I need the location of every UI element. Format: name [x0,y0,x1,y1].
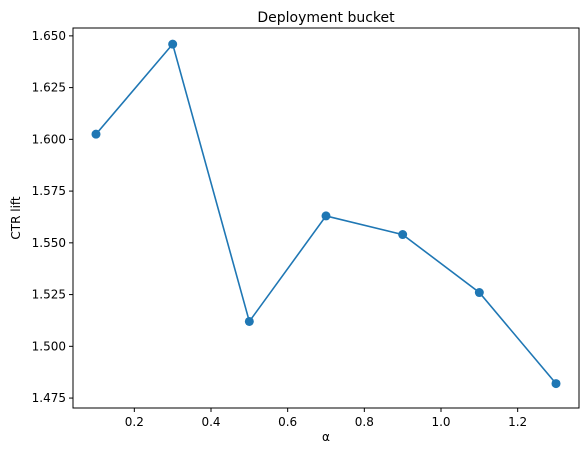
y-tick-label: 1.650 [32,29,66,43]
y-axis-label: CTR lift [9,196,23,240]
x-tick-label: 1.0 [431,415,450,429]
x-tick-label: 0.6 [278,415,297,429]
data-point [475,288,484,297]
x-tick-label: 1.2 [508,415,527,429]
plot-area: 0.2 0.4 0.6 0.8 1.0 1.2 1.4751.5001.5251.5501… [32,28,579,429]
data-point [322,211,331,220]
series-layer [92,40,561,388]
y-tick-label: 1.500 [32,339,66,353]
y-tick-label: 1.525 [32,288,66,302]
chart-title: Deployment bucket [257,10,395,26]
y-tick-label: 1.475 [32,391,66,405]
y-tick-label: 1.550 [32,236,66,250]
data-point [92,130,101,139]
x-axis: 0.2 0.4 0.6 0.8 1.0 1.2 [125,408,527,429]
y-axis: 1.475 1.500 1.525 1.550 1.575 1.600 1.625 1.650 [32,29,73,405]
data-point [552,379,561,388]
x-tick-label: 0.8 [355,415,374,429]
x-axis-label: α [322,430,330,444]
data-point [245,317,254,326]
y-tick-label: 1.625 [32,81,66,95]
x-tick-label: 0.4 [201,415,220,429]
x-tick-label: 0.2 [125,415,144,429]
data-point [398,230,407,239]
data-point [168,40,177,49]
y-tick-label: 1.575 [32,184,66,198]
y-tick-label: 1.600 [32,132,66,146]
